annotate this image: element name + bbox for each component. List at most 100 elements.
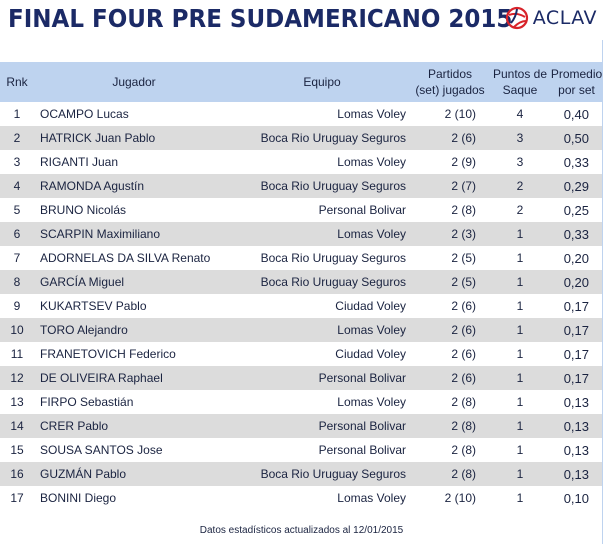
cell-jugador: KUKARTSEV Pablo bbox=[40, 299, 147, 313]
cell-partidos: 2 (5) bbox=[451, 251, 476, 265]
cell-promedio: 0,33 bbox=[563, 226, 589, 242]
cell-promedio: 0,25 bbox=[563, 202, 589, 218]
cell-jugador: SOUSA SANTOS Jose bbox=[40, 443, 163, 457]
cell-rnk: 12 bbox=[10, 371, 24, 385]
cell-puntos: 2 bbox=[516, 179, 524, 193]
cell-jugador: GARCÍA Miguel bbox=[40, 275, 125, 289]
cell-promedio: 0,40 bbox=[563, 106, 589, 122]
cell-promedio: 0,13 bbox=[563, 466, 589, 482]
table-row: 15 SOUSA SANTOS Jose Personal Bolivar 2 (8)… bbox=[0, 438, 603, 462]
cell-partidos: 2 (7) bbox=[451, 179, 476, 193]
cell-jugador: DE OLIVEIRA Raphael bbox=[40, 371, 163, 385]
table-row: 14 CRER Pablo Personal Bolivar 2 (8) 1 0,13 bbox=[0, 414, 603, 438]
cell-partidos: 2 (6) bbox=[451, 299, 476, 313]
cell-partidos: 2 (6) bbox=[451, 347, 476, 361]
cell-promedio: 0,29 bbox=[563, 178, 589, 194]
table-row: 13 FIRPO Sebastián Lomas Voley 2 (8) 1 0,13 bbox=[0, 390, 603, 414]
cell-jugador: OCAMPO Lucas bbox=[40, 107, 129, 121]
cell-jugador: TORO Alejandro bbox=[40, 323, 128, 337]
cell-partidos: 2 (9) bbox=[451, 155, 476, 169]
cell-partidos: 2 (3) bbox=[451, 227, 476, 241]
cell-promedio: 0,33 bbox=[563, 154, 589, 170]
cell-jugador: RAMONDA Agustín bbox=[40, 179, 145, 193]
cell-jugador: BRUNO Nicolás bbox=[40, 203, 127, 217]
cell-puntos: 1 bbox=[516, 491, 524, 505]
table-row: 3 RIGANTI Juan Lomas Voley 2 (9) 3 0,33 bbox=[0, 150, 603, 174]
column-header-rnk: Rnk bbox=[6, 75, 28, 89]
cell-rnk: 14 bbox=[10, 419, 24, 433]
cell-rnk: 17 bbox=[10, 491, 24, 505]
cell-jugador: CRER Pablo bbox=[40, 419, 109, 433]
cell-partidos: 2 (6) bbox=[451, 323, 476, 337]
table-row: 4 RAMONDA Agustín Boca Rio Uruguay Seguros… bbox=[0, 174, 603, 198]
cell-equipo: Lomas Voley bbox=[337, 491, 406, 505]
cell-equipo: Lomas Voley bbox=[337, 227, 406, 241]
cell-rnk: 15 bbox=[10, 443, 24, 457]
cell-promedio: 0,13 bbox=[563, 442, 589, 458]
cell-promedio: 0,20 bbox=[563, 250, 589, 266]
cell-rnk: 6 bbox=[13, 227, 21, 241]
cell-rnk: 8 bbox=[13, 275, 21, 289]
cell-puntos: 1 bbox=[516, 251, 524, 265]
cell-promedio: 0,10 bbox=[563, 490, 589, 506]
cell-promedio: 0,17 bbox=[563, 322, 589, 338]
cell-jugador: GUZMÁN Pablo bbox=[40, 467, 127, 481]
column-header-promedio: Promedio por set bbox=[550, 62, 603, 102]
table-row: 7 ADORNELAS DA SILVA Renato Boca Rio Urugu… bbox=[0, 246, 603, 270]
cell-puntos: 1 bbox=[516, 371, 524, 385]
cell-equipo: Boca Rio Uruguay Seguros bbox=[260, 275, 406, 289]
cell-partidos: 2 (5) bbox=[451, 275, 476, 289]
table-row: 2 HATRICK Juan Pablo Boca Rio Uruguay Segu… bbox=[0, 126, 603, 150]
cell-promedio: 0,13 bbox=[563, 394, 589, 410]
cell-puntos: 2 bbox=[516, 203, 524, 217]
cell-equipo: Boca Rio Uruguay Seguros bbox=[260, 467, 406, 481]
cell-partidos: 2 (8) bbox=[451, 467, 476, 481]
cell-rnk: 10 bbox=[10, 323, 24, 337]
cell-equipo: Boca Rio Uruguay Seguros bbox=[260, 131, 406, 145]
cell-partidos: 2 (8) bbox=[451, 443, 476, 457]
column-header-promedio-line1: Promedio bbox=[550, 67, 603, 81]
cell-puntos: 1 bbox=[516, 299, 524, 313]
cell-promedio: 0,13 bbox=[563, 418, 589, 434]
cell-equipo: Personal Bolivar bbox=[318, 419, 406, 433]
column-header-partidos-line1: Partidos bbox=[427, 67, 473, 81]
cell-promedio: 0,17 bbox=[563, 298, 589, 314]
table-row: 11 FRANETOVICH Federico Ciudad Voley 2 (6) 1… bbox=[0, 342, 603, 366]
cell-equipo: Ciudad Voley bbox=[335, 299, 406, 313]
table-row: 9 KUKARTSEV Pablo Ciudad Voley 2 (6) 1 0,17 bbox=[0, 294, 603, 318]
table-header-row: Rnk Jugador Equipo Partidos (set) jugado… bbox=[0, 62, 603, 102]
cell-equipo: Personal Bolivar bbox=[318, 203, 406, 217]
column-header-jugador: Jugador bbox=[112, 75, 156, 89]
cell-partidos: 2 (8) bbox=[451, 203, 476, 217]
volleyball-icon bbox=[505, 6, 528, 30]
cell-jugador: BONINI Diego bbox=[40, 491, 117, 505]
cell-puntos: 1 bbox=[516, 275, 524, 289]
page-title: FINAL FOUR PRE SUDAMERICANO 2015 bbox=[8, 4, 513, 33]
cell-rnk: 7 bbox=[13, 251, 21, 265]
column-header-equipo: Equipo bbox=[303, 75, 341, 89]
cell-partidos: 2 (10) bbox=[444, 107, 476, 121]
cell-rnk: 1 bbox=[13, 107, 21, 121]
column-header-puntos-line2: Saque bbox=[502, 83, 538, 97]
cell-equipo: Lomas Voley bbox=[337, 107, 406, 121]
table-row: 1 OCAMPO Lucas Lomas Voley 2 (10) 4 0,40 bbox=[0, 102, 603, 126]
cell-promedio: 0,20 bbox=[563, 274, 589, 290]
cell-puntos: 1 bbox=[516, 467, 524, 481]
cell-puntos: 1 bbox=[516, 323, 524, 337]
column-header-partidos-line2: (set) jugados bbox=[415, 83, 485, 97]
column-header-puntos: Puntos de Saque bbox=[490, 62, 550, 102]
cell-puntos: 1 bbox=[516, 443, 524, 457]
cell-jugador: FIRPO Sebastián bbox=[40, 395, 134, 409]
cell-equipo: Boca Rio Uruguay Seguros bbox=[260, 179, 406, 193]
cell-rnk: 4 bbox=[13, 179, 21, 193]
cell-rnk: 11 bbox=[10, 347, 24, 361]
cell-promedio: 0,50 bbox=[563, 130, 589, 146]
cell-puntos: 3 bbox=[516, 155, 524, 169]
header: FINAL FOUR PRE SUDAMERICANO 2015 ACLAV bbox=[0, 0, 603, 40]
table-row: 17 BONINI Diego Lomas Voley 2 (10) 1 0,10 bbox=[0, 486, 603, 510]
cell-puntos: 1 bbox=[516, 395, 524, 409]
column-header-puntos-line1: Puntos de bbox=[492, 67, 548, 81]
cell-jugador: FRANETOVICH Federico bbox=[40, 347, 176, 361]
cell-equipo: Personal Bolivar bbox=[318, 371, 406, 385]
cell-rnk: 9 bbox=[13, 299, 21, 313]
